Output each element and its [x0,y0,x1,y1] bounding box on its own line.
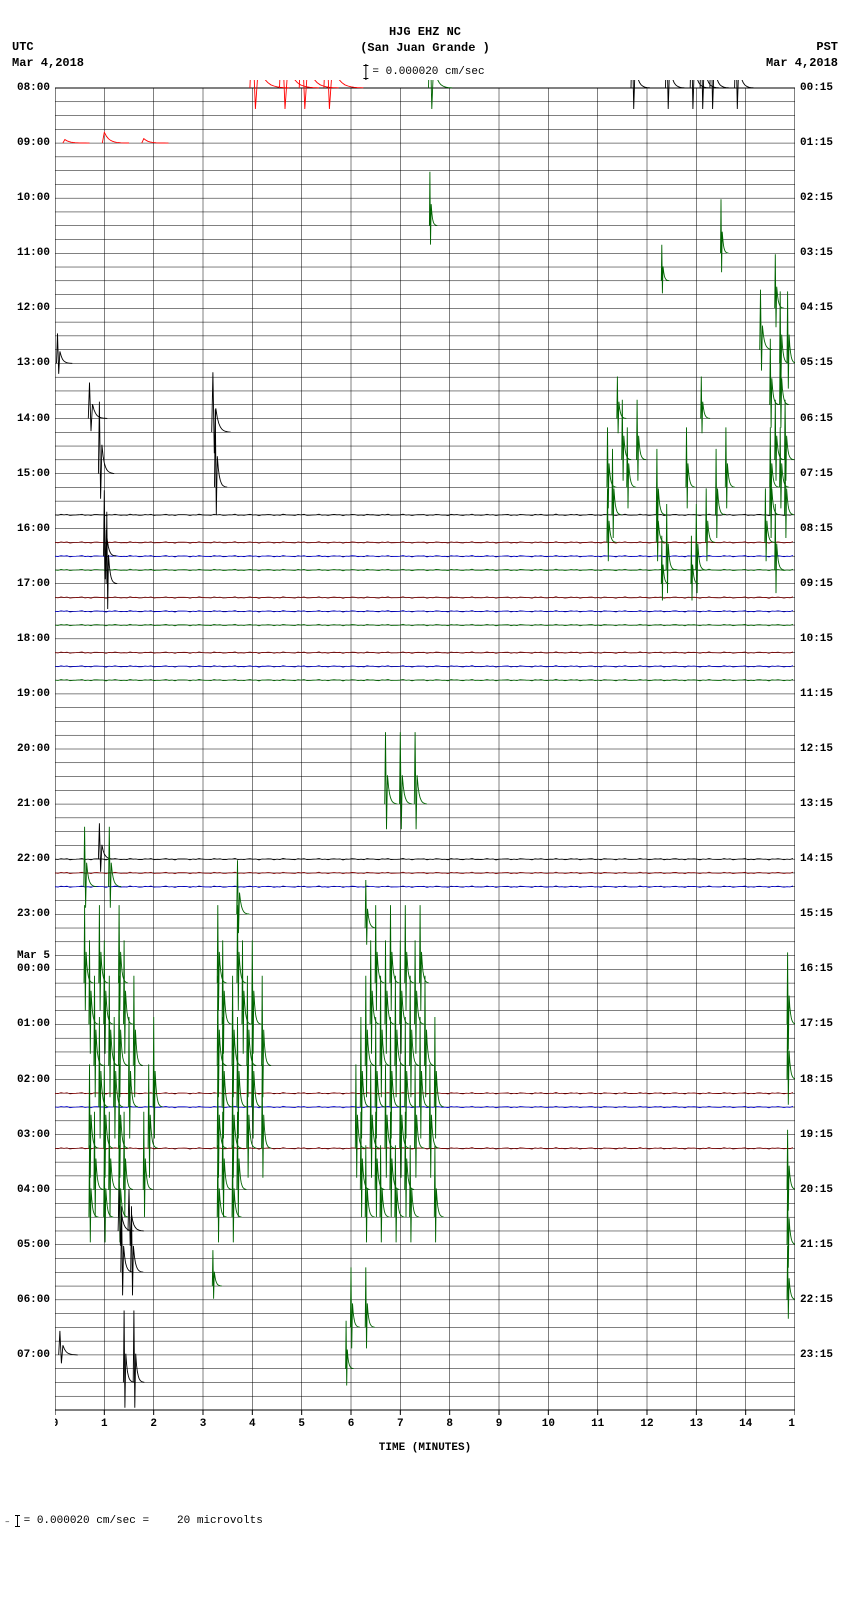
header-left: UTC Mar 4,2018 [12,40,84,71]
svg-text:1: 1 [101,1418,108,1430]
y-right-label: 13:15 [800,798,833,810]
y-left-label: 09:00 [17,137,50,149]
svg-text:8: 8 [446,1418,453,1430]
location-label: (San Juan Grande ) [360,41,490,57]
y-left-label: 02:00 [17,1074,50,1086]
y-left-label: 20:00 [17,743,50,755]
y-right-label: 18:15 [800,1074,833,1086]
svg-text:7: 7 [397,1418,404,1430]
y-right-label: 08:15 [800,523,833,535]
y-left-label: 22:00 [17,853,50,865]
y-left-label: 11:00 [17,247,50,259]
svg-text:10: 10 [542,1418,555,1430]
y-left-label: 23:00 [17,908,50,920]
y-left-label: 01:00 [17,1018,50,1030]
header-right: PST Mar 4,2018 [766,40,838,71]
y-left-label: 15:00 [17,468,50,480]
svg-text:13: 13 [690,1418,704,1430]
footer: ₋ = 0.000020 cm/sec = 20 microvolts [4,1514,850,1528]
y-right-label: 06:15 [800,413,833,425]
y-right-label: 15:15 [800,908,833,920]
tz-left-label: UTC [12,40,84,56]
y-right-label: 20:15 [800,1184,833,1196]
y-left-label: 14:00 [17,413,50,425]
svg-text:12: 12 [640,1418,653,1430]
plot-container: 08:0009:0010:0011:0012:0013:0014:0015:00… [55,80,795,1454]
y-right-label: 17:15 [800,1018,833,1030]
svg-text:15: 15 [788,1418,795,1430]
footer-scale-left: = 0.000020 cm/sec = [24,1515,149,1527]
header-center: HJG EHZ NC (San Juan Grande ) [360,25,490,56]
y-left-label: 17:00 [17,578,50,590]
y-right-label: 07:15 [800,468,833,480]
y-right-label: 04:15 [800,302,833,314]
y-left-label: 10:00 [17,192,50,204]
y-right-label: 09:15 [800,578,833,590]
y-right-label: 23:15 [800,1349,833,1361]
svg-text:11: 11 [591,1418,605,1430]
svg-text:3: 3 [200,1418,207,1430]
y-left-label: 05:00 [17,1239,50,1251]
scale-bar-icon [365,64,366,80]
y-axis-right-labels: 00:15 01:15 02:15 03:15 04:15 05:15 06:15 07:15… [800,80,845,1440]
svg-text:2: 2 [150,1418,157,1430]
y-left-label: 19:00 [17,688,50,700]
date-right-label: Mar 4,2018 [766,56,838,72]
y-right-label: 22:15 [800,1294,833,1306]
scale-label: = 0.000020 cm/sec [372,66,484,78]
seismogram-plot: 0123456789101112131415 [55,80,795,1440]
y-left-label: Mar 5 [17,950,50,962]
y-right-label: 02:15 [800,192,833,204]
y-left-label: 16:00 [17,523,50,535]
y-left-label: 13:00 [17,357,50,369]
y-right-label: 11:15 [800,688,833,700]
y-left-label: 12:00 [17,302,50,314]
y-right-label: 16:15 [800,963,833,975]
footer-scale-right: 20 microvolts [177,1515,263,1527]
footer-scale-bar-icon [17,1515,18,1527]
y-left-label: 18:00 [17,633,50,645]
svg-text:4: 4 [249,1418,256,1430]
y-right-label: 01:15 [800,137,833,149]
y-axis-left-labels: 08:00 09:00 10:00 11:00 12:00 13:00 14:00 15:00… [5,80,50,1440]
y-right-label: 19:15 [800,1129,833,1141]
y-left-label: 21:00 [17,798,50,810]
y-left-label: 04:00 [17,1184,50,1196]
tz-right-label: PST [766,40,838,56]
footer-prefix: ₋ [4,1514,11,1528]
y-left-label: 07:00 [17,1349,50,1361]
svg-text:0: 0 [55,1418,58,1430]
y-right-label: 00:15 [800,82,833,94]
y-left-label: 03:00 [17,1129,50,1141]
header: UTC Mar 4,2018 HJG EHZ NC (San Juan Gran… [0,0,850,80]
y-right-label: 12:15 [800,743,833,755]
svg-text:6: 6 [348,1418,355,1430]
svg-text:5: 5 [298,1418,305,1430]
station-label: HJG EHZ NC [360,25,490,41]
date-left-label: Mar 4,2018 [12,56,84,72]
y-right-label: 10:15 [800,633,833,645]
x-axis-label: TIME (MINUTES) [55,1442,795,1454]
y-right-label: 05:15 [800,357,833,369]
svg-text:14: 14 [739,1418,753,1430]
y-left-label: 08:00 [17,82,50,94]
y-right-label: 21:15 [800,1239,833,1251]
y-right-label: 14:15 [800,853,833,865]
scale-indicator: = 0.000020 cm/sec [365,64,484,80]
y-left-label: 06:00 [17,1294,50,1306]
y-right-label: 03:15 [800,247,833,259]
y-left-label: 00:00 [17,963,50,975]
svg-text:9: 9 [496,1418,503,1430]
